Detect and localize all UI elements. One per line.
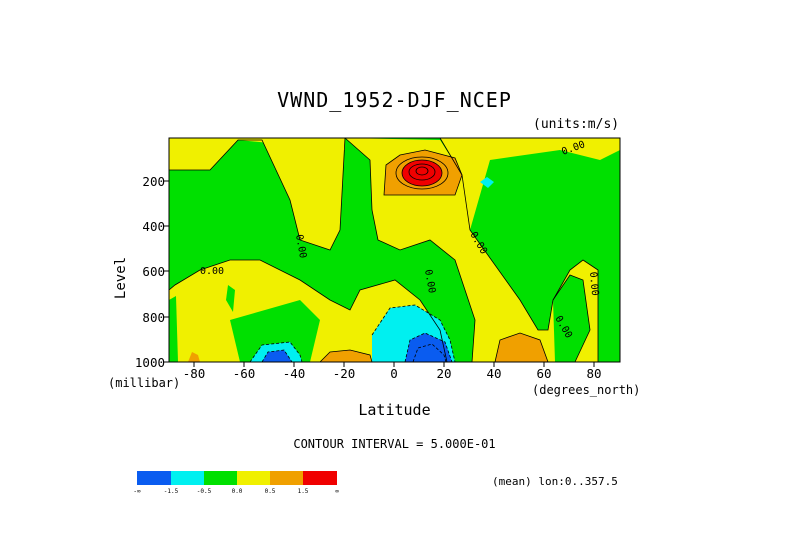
region-near-zero (169, 138, 620, 362)
y-axis-label: Level (113, 256, 130, 300)
y-tick-label: 1000 (134, 355, 165, 370)
x-tick-label: -20 (332, 366, 356, 381)
patch-green-1 (226, 285, 235, 312)
contour-lines (168, 137, 599, 363)
colorbar-swatch (270, 471, 303, 485)
region-strong-pos-lower-right (495, 333, 548, 362)
region-strong-pos-lower (320, 350, 372, 362)
colorbar-label: ∞ (335, 488, 339, 495)
plot-area: 0.00 0.00 0.00 0.00 0.00 0.00 0.00 (168, 137, 621, 363)
contour-label: 0.00 (422, 269, 437, 295)
x-tick-label: -80 (182, 366, 206, 381)
x-tick-label: 0 (390, 366, 398, 381)
negative-contour-lines (249, 304, 456, 363)
region-strong-neg-left (262, 350, 292, 362)
x-tick-label: 80 (586, 366, 602, 381)
patch-neg-1 (480, 177, 494, 188)
tick-marks (164, 180, 595, 367)
x-tick-label: 40 (486, 366, 502, 381)
x-axis-label: Latitude (358, 401, 431, 419)
patch-green-2 (340, 258, 355, 295)
colorbar (137, 471, 337, 485)
x-tick-label: 60 (536, 366, 552, 381)
contour-label: 0.00 (293, 234, 308, 260)
x-unit-label: (degrees_north) (532, 383, 641, 397)
colorbar-label: 1.5 (297, 488, 309, 495)
y-tick-label: 200 (142, 174, 165, 189)
y-tick-label: 600 (142, 264, 165, 279)
y-tick-label: 800 (142, 310, 165, 325)
contour-label: 0.00 (587, 271, 600, 296)
colorbar-swatch (204, 471, 237, 485)
units-label: (units:m/s) (533, 117, 620, 132)
x-tick-label: -40 (282, 366, 306, 381)
colorbar-label: -1.5 (163, 488, 179, 495)
colorbar-label: 0.5 (264, 488, 276, 495)
colorbar-label: 0.0 (231, 488, 243, 495)
patch-green-4 (553, 275, 590, 362)
x-tick-label: -60 (232, 366, 256, 381)
colorbar-swatch (171, 471, 204, 485)
patch-green-3 (230, 300, 320, 362)
contour-label: 0.00 (200, 266, 224, 277)
region-pos-upper-right (440, 138, 620, 230)
colorbar-swatch (303, 471, 337, 485)
contour-interval-text: CONTOUR INTERVAL = 5.000E-01 (293, 437, 496, 451)
chart-title: VWND_1952-DJF_NCEP (277, 88, 512, 112)
y-tick-label: 400 (142, 219, 165, 234)
region-pos-top (169, 138, 345, 170)
colorbar-swatch (137, 471, 171, 485)
region-strong-pos-left (188, 352, 200, 362)
colorbar-swatch (237, 471, 270, 485)
mean-longitude-text: (mean) lon:0..357.5 (492, 475, 618, 488)
colorbar-label: -∞ (133, 488, 141, 495)
y-unit-label: (millibar) (108, 376, 181, 390)
x-tick-label: 20 (436, 366, 452, 381)
patch-green-5 (169, 296, 178, 362)
colorbar-label: -0.5 (196, 488, 212, 495)
